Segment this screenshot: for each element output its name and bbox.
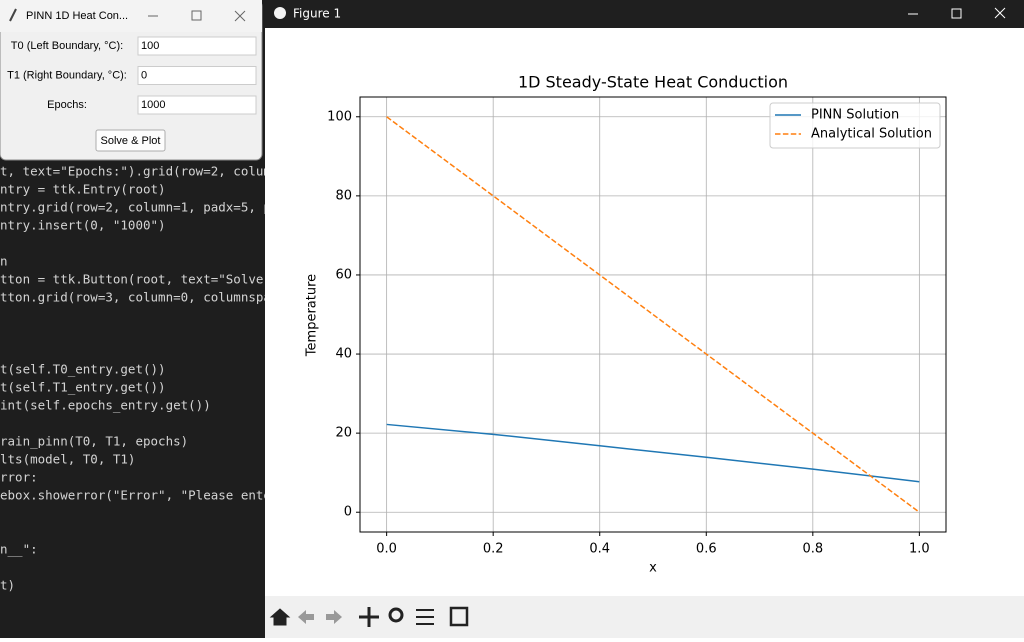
code-line: rain_pinn(T0, T1, epochs) xyxy=(0,434,188,449)
field-label: Epochs: xyxy=(47,99,87,111)
tk-icon xyxy=(9,8,17,22)
tk-titlebar xyxy=(0,0,262,32)
code-line: n__": xyxy=(0,542,38,557)
figure-maximize[interactable] xyxy=(951,8,962,19)
chart: 1D Steady-State Heat Conduction x Temper… xyxy=(305,73,947,576)
y-tick-label: 100 xyxy=(327,109,352,124)
code-line: lts(model, T0, T1) xyxy=(0,452,135,467)
y-tick-label: 40 xyxy=(335,347,352,362)
y-tick-label: 60 xyxy=(335,267,352,282)
code-line: int(self.epochs_entry.get()) xyxy=(0,398,211,413)
code-line: ebox.showerror("Error", "Please enter xyxy=(0,488,279,503)
code-line: t) xyxy=(0,578,15,593)
code-line: t, text="Epochs:").grid(row=2, column xyxy=(0,164,278,179)
code-line: ntry.insert(0, "1000") xyxy=(0,218,166,233)
code-line: ntry = ttk.Entry(root) xyxy=(0,182,166,197)
code-line: n xyxy=(0,254,8,269)
field-value: 0 xyxy=(141,69,147,81)
field-entry[interactable] xyxy=(137,66,257,85)
code-line: t(self.T0_entry.get()) xyxy=(0,362,166,377)
legend-label: PINN Solution xyxy=(811,108,899,123)
figure-close[interactable] xyxy=(994,7,1006,19)
y-axis-label: Temperature xyxy=(305,274,320,357)
figure-title: Figure 1 xyxy=(293,7,341,21)
field-entry[interactable] xyxy=(137,95,257,115)
figure-titlebar xyxy=(265,0,1024,28)
x-tick-label: 0.8 xyxy=(802,542,823,557)
home-button[interactable] xyxy=(269,608,291,626)
field-label: T1 (Right Boundary, °C): xyxy=(7,69,127,81)
solve-button[interactable] xyxy=(95,129,166,152)
field-entry[interactable] xyxy=(137,36,257,56)
legend-box xyxy=(769,102,941,149)
y-tick-label: 80 xyxy=(335,188,352,203)
x-axis-label: x xyxy=(649,561,657,576)
figure-icon xyxy=(274,7,286,19)
pan-button[interactable] xyxy=(359,607,379,627)
back-button[interactable] xyxy=(298,610,314,624)
x-tick-label: 0.2 xyxy=(483,542,504,557)
zoom-button[interactable] xyxy=(388,607,404,623)
code-line: t(self.T1_entry.get()) xyxy=(0,380,166,395)
y-tick-label: 0 xyxy=(344,505,352,520)
code-line: rror: xyxy=(0,470,38,485)
field-value: 100 xyxy=(141,40,159,52)
field-value: 1000 xyxy=(141,99,165,111)
y-tick-label: 20 xyxy=(335,426,352,441)
toolbar-icons xyxy=(269,606,469,627)
tk-close[interactable] xyxy=(234,10,246,22)
series-line xyxy=(386,423,920,483)
solve-button-label[interactable]: Solve & Plot xyxy=(101,135,161,147)
field-label: T0 (Left Boundary, °C): xyxy=(11,40,123,52)
plot-frame xyxy=(359,96,947,533)
save-button[interactable] xyxy=(449,606,469,627)
tk-title: PINN 1D Heat Con... xyxy=(26,10,128,22)
code-editor: t, text="Epochs:").grid(row=2, column ntr… xyxy=(0,164,279,593)
x-tick-label: 1.0 xyxy=(909,542,930,557)
configure-button[interactable] xyxy=(416,609,434,625)
chart-title: 1D Steady-State Heat Conduction xyxy=(518,73,788,92)
code-line: ntry.grid(row=2, column=1, padx=5, pa xyxy=(0,200,278,215)
code-line: tton.grid(row=3, column=0, columnspan xyxy=(0,290,278,305)
tk-form: T0 (Left Boundary, °C): 100 T1 (Right Boun… xyxy=(7,36,257,115)
tk-maximize[interactable] xyxy=(191,10,202,21)
code-line: tton = ttk.Button(root, text="Solve & xyxy=(0,272,279,287)
forward-button[interactable] xyxy=(326,610,342,624)
x-tick-label: 0.6 xyxy=(696,542,717,557)
x-tick-label: 0.4 xyxy=(589,542,610,557)
x-tick-label: 0.0 xyxy=(376,542,397,557)
legend-label: Analytical Solution xyxy=(811,127,932,142)
